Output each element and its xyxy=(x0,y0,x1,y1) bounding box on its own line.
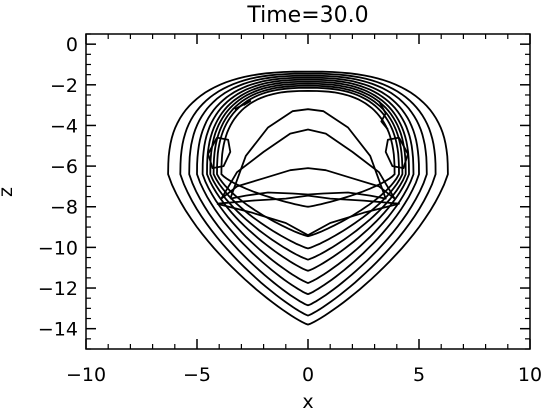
contour-level-6 xyxy=(206,80,410,272)
y-tick-label: −4 xyxy=(50,115,78,137)
y-tick-label: −6 xyxy=(50,156,78,178)
inner-contour-2 xyxy=(229,108,387,200)
tick-labels: −10 −5 0 5 10 0 −2 −4 −6 −8 −10 −12 −14 xyxy=(38,34,542,386)
inner-contour-3 xyxy=(216,194,400,237)
contour-level-5 xyxy=(201,78,415,284)
y-tick-label: −14 xyxy=(38,319,78,341)
inner-contour-5 xyxy=(384,136,409,169)
x-tick-label: −10 xyxy=(66,364,106,386)
y-tick-label: −10 xyxy=(38,237,78,259)
inner-contour-6 xyxy=(234,100,252,110)
contour-level-1 xyxy=(167,70,449,326)
inner-contour-1 xyxy=(220,128,396,200)
x-tick-label: 10 xyxy=(518,364,542,386)
y-tick-label: −12 xyxy=(38,278,78,300)
axis-ticks xyxy=(85,33,531,350)
y-tick-label: 0 xyxy=(66,34,78,56)
contour-level-10 xyxy=(220,89,396,208)
y-axis-label: z xyxy=(0,187,17,197)
x-tick-label: −5 xyxy=(183,364,211,386)
contour-level-8 xyxy=(212,84,404,250)
x-tick-label: 5 xyxy=(413,364,425,386)
chart-title: Time=30.0 xyxy=(246,3,368,28)
inner-contour-4 xyxy=(207,136,232,169)
contour-level-3 xyxy=(188,74,428,307)
y-tick-label: −8 xyxy=(50,197,78,219)
contour-lines xyxy=(167,70,449,326)
inner-contour-7 xyxy=(378,100,389,131)
contour-level-2 xyxy=(179,72,437,317)
contour-level-9 xyxy=(216,87,400,238)
contour-level-4 xyxy=(196,76,420,296)
x-tick-label: 0 xyxy=(302,364,314,386)
x-axis-label: x xyxy=(302,391,313,412)
y-tick-label: −2 xyxy=(50,75,78,97)
contour-level-7 xyxy=(209,82,407,261)
